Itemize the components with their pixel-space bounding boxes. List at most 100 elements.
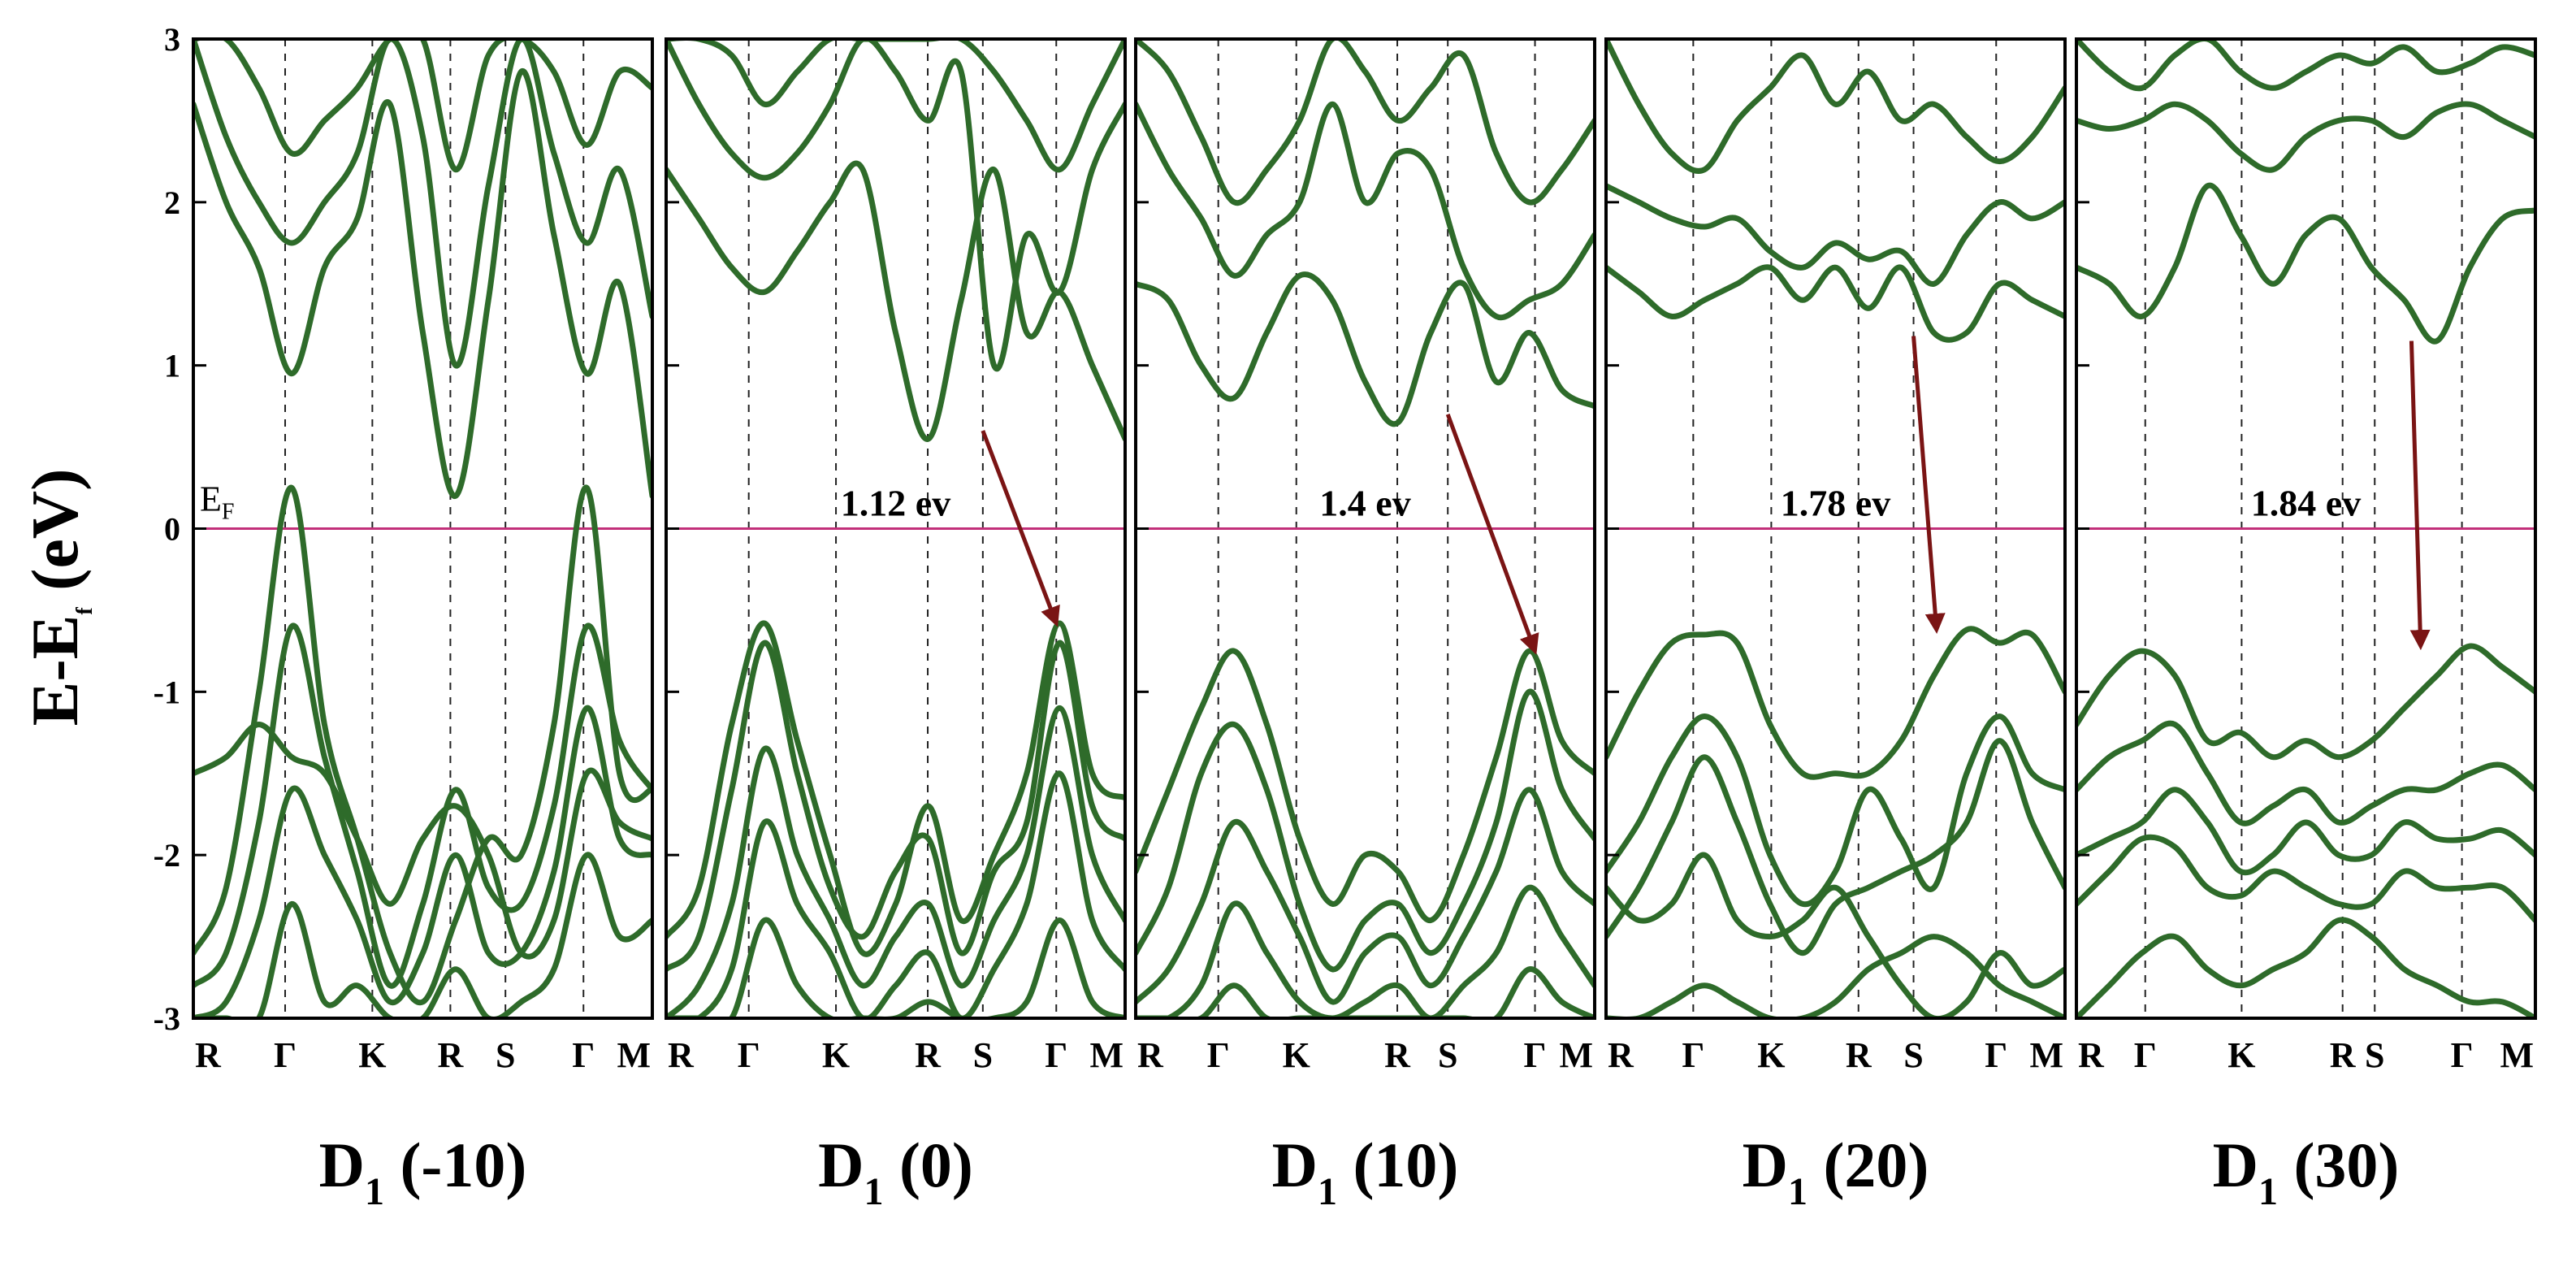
k-point-label: K (358, 1035, 386, 1075)
band-line (1136, 966, 1595, 1018)
y-tick-label: 3 (164, 21, 180, 58)
band-line (1606, 934, 2065, 1018)
band-line (666, 160, 1125, 442)
k-point-label: Γ (1045, 1035, 1067, 1075)
gap-arrow (2409, 340, 2431, 651)
y-axis-label: E-Ef (eV) (18, 469, 97, 726)
k-point-label: R (2330, 1035, 2357, 1075)
panel-title: D1 (10) (1272, 1130, 1459, 1213)
band-line (193, 68, 652, 499)
band-line (2076, 182, 2535, 345)
band-line (666, 770, 1125, 1018)
band-line (1606, 183, 2065, 287)
k-point-label: S (2365, 1035, 2384, 1075)
band-line (666, 39, 1125, 173)
k-point-label: K (1283, 1035, 1310, 1075)
y-tick-label: -1 (154, 674, 180, 710)
band-line (193, 705, 652, 1018)
band-line (1606, 626, 2065, 780)
k-point-label: Γ (2134, 1035, 2157, 1075)
k-point-label: R (195, 1035, 222, 1075)
y-tick-label: 0 (164, 511, 180, 548)
band-line (1136, 787, 1595, 1005)
k-point-label: Γ (1985, 1035, 2007, 1075)
k-point-label: K (1757, 1035, 1785, 1075)
band-line (193, 622, 652, 989)
band-line (1136, 688, 1595, 973)
k-point-label: R (1384, 1035, 1411, 1075)
band-gap-label: 1.84 ev (2251, 483, 2361, 524)
band-line (193, 39, 652, 173)
panel-frame (2075, 37, 2537, 1020)
k-point-label: R (1137, 1035, 1164, 1075)
band-line (2076, 39, 2535, 92)
k-point-label: M (2029, 1035, 2063, 1075)
k-point-label: M (1559, 1035, 1593, 1075)
band-gap-label: 1.78 ev (1781, 483, 1890, 524)
k-point-label: Γ (1682, 1035, 1704, 1075)
band-line (193, 722, 652, 960)
k-point-label: M (1089, 1035, 1123, 1075)
band-line (2076, 720, 2535, 826)
k-point-label: R (2078, 1035, 2105, 1075)
band-line (666, 39, 1125, 372)
panel-frame (665, 37, 1127, 1020)
y-axis-ticks: -3 -2 -1 0 1 2 3 (154, 21, 180, 1037)
gap-arrow (1445, 414, 1539, 655)
band-line (666, 640, 1125, 973)
band-line (1606, 39, 2065, 174)
band-gap-label: 1.4 ev (1319, 483, 1410, 524)
band-line (666, 620, 1125, 957)
k-point-label: Γ (274, 1035, 297, 1075)
panel-frame (1604, 37, 2067, 1020)
k-point-label: R (1846, 1035, 1872, 1075)
band-line (1136, 101, 1595, 321)
band-line (193, 39, 652, 369)
band-line (666, 705, 1125, 1018)
band-line (666, 917, 1125, 1018)
k-point-label: Γ (1207, 1035, 1230, 1075)
band-line (1136, 884, 1595, 1018)
panel-title: D1 (0) (818, 1130, 973, 1213)
band-line (1606, 852, 2065, 1018)
y-tick-label: -2 (154, 837, 180, 874)
gap-arrow (981, 430, 1060, 627)
band-line (1136, 648, 1595, 923)
k-point-label: K (2227, 1035, 2255, 1075)
y-tick-label: 2 (164, 184, 180, 221)
k-point-label: S (496, 1035, 515, 1075)
band-line (2076, 834, 2535, 923)
band-line (1136, 39, 1595, 206)
band-line (2076, 917, 2535, 1018)
band-line (2076, 643, 2535, 761)
k-point-label: Γ (738, 1035, 760, 1075)
panel-title: D1 (-10) (319, 1130, 527, 1213)
k-point-label: S (1438, 1035, 1457, 1075)
panel-frame (192, 37, 654, 1020)
band-gap-label: 1.12 ev (841, 483, 950, 524)
fermi-level-label: EF (200, 479, 234, 525)
panel-title: D1 (30) (2213, 1130, 2400, 1213)
band-line (1606, 713, 2065, 908)
k-point-label: S (1903, 1035, 1923, 1075)
band-line (1136, 271, 1595, 427)
k-point-label: Γ (2451, 1035, 2474, 1075)
gap-arrow (1911, 336, 1946, 635)
k-point-label: R (1608, 1035, 1634, 1075)
band-panel: R Γ K R S Γ MD1 (-10)EF (192, 37, 654, 1213)
y-tick-label: -3 (154, 1000, 180, 1037)
k-point-label: Γ (1524, 1035, 1547, 1075)
band-line (193, 484, 652, 1006)
panel-title: D1 (20) (1743, 1130, 1929, 1213)
k-point-label: M (617, 1035, 651, 1075)
k-point-label: R (668, 1035, 695, 1075)
k-point-label: M (2500, 1035, 2534, 1075)
k-point-label: R (915, 1035, 942, 1075)
k-point-label: S (973, 1035, 993, 1075)
